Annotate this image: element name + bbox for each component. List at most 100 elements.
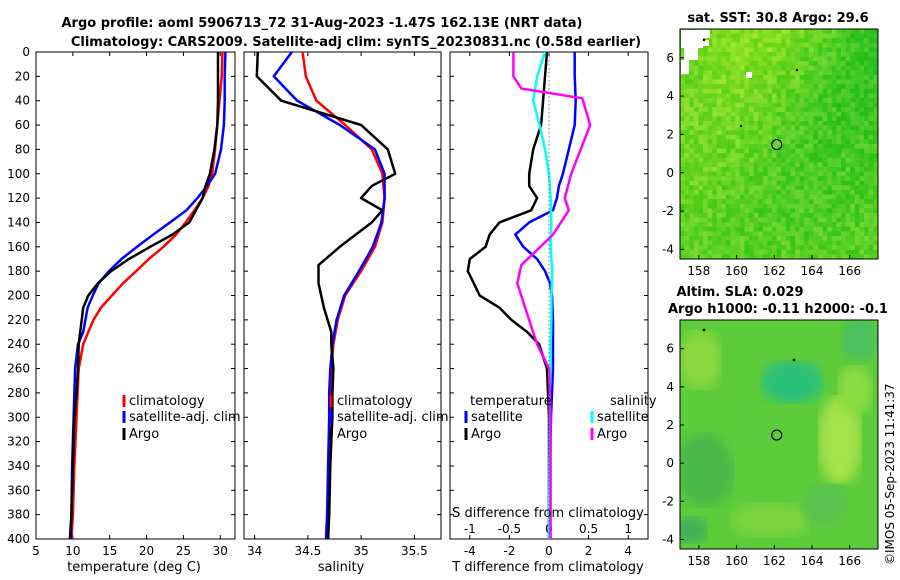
- sst-cell: [785, 162, 791, 168]
- sst-cell: [790, 217, 796, 223]
- sst-cell: [818, 121, 823, 126]
- sst-cell: [707, 75, 713, 80]
- sst-cell: [845, 98, 851, 103]
- sst-cell: [726, 240, 731, 246]
- sst-cell: [762, 144, 768, 149]
- sst-cell: [758, 134, 764, 140]
- sst-cell: [836, 38, 842, 44]
- sst-cell: [703, 134, 708, 140]
- sst-cell: [827, 208, 833, 214]
- sst-cell: [712, 111, 718, 117]
- sst-cell: [767, 208, 773, 214]
- sla-anomaly-patch: [730, 502, 810, 538]
- sst-cell: [877, 79, 878, 85]
- sst-cell: [684, 162, 690, 168]
- sst-cell: [707, 185, 713, 191]
- sst-cell: [827, 33, 833, 39]
- sst-cell: [721, 180, 727, 186]
- sst-cell: [680, 180, 685, 186]
- sst-cell: [813, 107, 819, 113]
- sst-cell: [753, 167, 759, 172]
- sst-cell: [868, 116, 874, 122]
- sst-cell: [818, 38, 823, 44]
- sst-cell: [698, 75, 704, 80]
- sst-cell: [707, 203, 713, 209]
- sst-cell: [712, 231, 718, 237]
- sst-cell: [726, 190, 731, 195]
- sst-cell: [854, 75, 860, 80]
- sst-cell: [707, 157, 713, 163]
- sst-cell: [785, 116, 791, 122]
- sst-cell: [845, 121, 851, 126]
- sst-cell: [767, 79, 773, 85]
- sst-cell: [831, 222, 837, 228]
- sst-cell: [813, 148, 819, 154]
- sst-cell: [776, 254, 782, 259]
- sst-cell: [790, 259, 795, 264]
- sst-cell: [818, 180, 823, 186]
- sst-cell: [804, 203, 810, 209]
- sst-cell: [831, 153, 837, 159]
- sst-cell: [873, 75, 878, 80]
- sst-cell: [726, 199, 731, 205]
- sst-cell: [762, 93, 768, 99]
- sst-cell: [864, 199, 869, 205]
- sst-cell: [698, 199, 704, 205]
- sst-cell: [693, 194, 699, 200]
- sst-cell: [864, 42, 869, 48]
- sst-cell: [735, 107, 741, 113]
- sst-cell: [854, 88, 860, 94]
- sst-cell: [781, 213, 787, 218]
- sst-cell: [845, 125, 851, 131]
- sst-cell: [827, 56, 833, 62]
- sst-cell: [776, 226, 782, 232]
- sst-cell: [841, 70, 846, 76]
- sst-cell: [795, 52, 800, 57]
- sst-cell: [877, 153, 878, 159]
- sst-cell: [758, 213, 764, 218]
- sst-cell: [749, 162, 754, 168]
- sst-cell: [831, 249, 837, 255]
- sst-cell: [684, 130, 690, 136]
- sst-cell: [684, 84, 690, 90]
- island-marker: [792, 358, 796, 362]
- sst-cell: [813, 61, 819, 67]
- sst-cell: [850, 245, 856, 251]
- sst-cell: [758, 52, 764, 57]
- sst-cell: [703, 226, 708, 232]
- sst-cell: [808, 88, 814, 94]
- sst-cell: [845, 47, 851, 53]
- sst-cell: [859, 61, 865, 67]
- sst-cell: [703, 107, 708, 113]
- sst-cell: [831, 84, 837, 90]
- sst-cell: [762, 75, 768, 80]
- sst-cell: [831, 139, 837, 145]
- sst-cell: [804, 217, 810, 223]
- sst-cell: [735, 56, 741, 62]
- sst-cell: [859, 185, 865, 191]
- sst-cell: [735, 240, 741, 246]
- sst-cell: [707, 167, 713, 172]
- sst-cell: [864, 88, 869, 94]
- sst-cell: [873, 208, 878, 214]
- sst-cell: [749, 116, 754, 122]
- sst-cell: [873, 130, 878, 136]
- sst-cell: [781, 134, 787, 140]
- sst-cell: [703, 176, 708, 182]
- sla-anomaly-patch: [837, 365, 873, 415]
- sst-cell: [831, 185, 837, 191]
- sst-cell: [776, 208, 782, 214]
- sst-cell: [762, 208, 768, 214]
- sst-cell: [758, 70, 764, 76]
- sst-cell: [716, 157, 722, 163]
- sst-cell: [781, 231, 787, 237]
- sst-cell: [758, 171, 764, 177]
- sst-cell: [749, 217, 754, 223]
- sst-cell: [744, 134, 750, 140]
- sst-cell: [767, 180, 773, 186]
- sst-cell: [836, 75, 842, 80]
- sst-cell: [790, 185, 796, 191]
- sst-cell: [726, 222, 731, 228]
- sst-cell: [877, 231, 878, 237]
- sst-cell: [680, 185, 685, 191]
